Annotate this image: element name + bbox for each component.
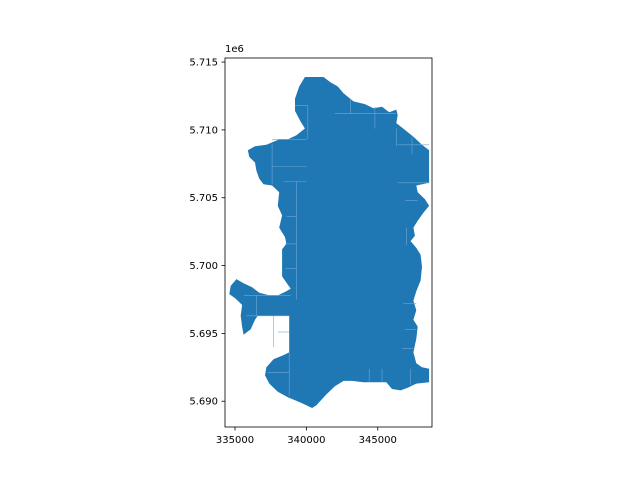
y-tick-label: 5.690	[189, 397, 218, 408]
tile-boundaries	[243, 98, 430, 396]
x-axis: 335000 340000 345000	[216, 427, 397, 446]
x-tick-label: 340000	[287, 435, 325, 446]
y-axis-offset-label: 1e6	[225, 44, 244, 55]
y-tick-label: 5.710	[189, 125, 218, 136]
plot-area	[229, 77, 430, 408]
axes-frame	[224, 57, 433, 428]
y-tick-label: 5.705	[189, 193, 218, 204]
x-tick-label: 345000	[359, 435, 397, 446]
y-tick-label: 5.700	[189, 261, 218, 272]
x-tick-label: 335000	[216, 435, 254, 446]
y-axis: 5.690 5.695 5.700 5.705 5.710 5.715	[189, 58, 225, 408]
y-tick-label: 5.695	[189, 329, 218, 340]
y-tick-label: 5.715	[189, 58, 218, 69]
map-polygon	[229, 77, 430, 408]
